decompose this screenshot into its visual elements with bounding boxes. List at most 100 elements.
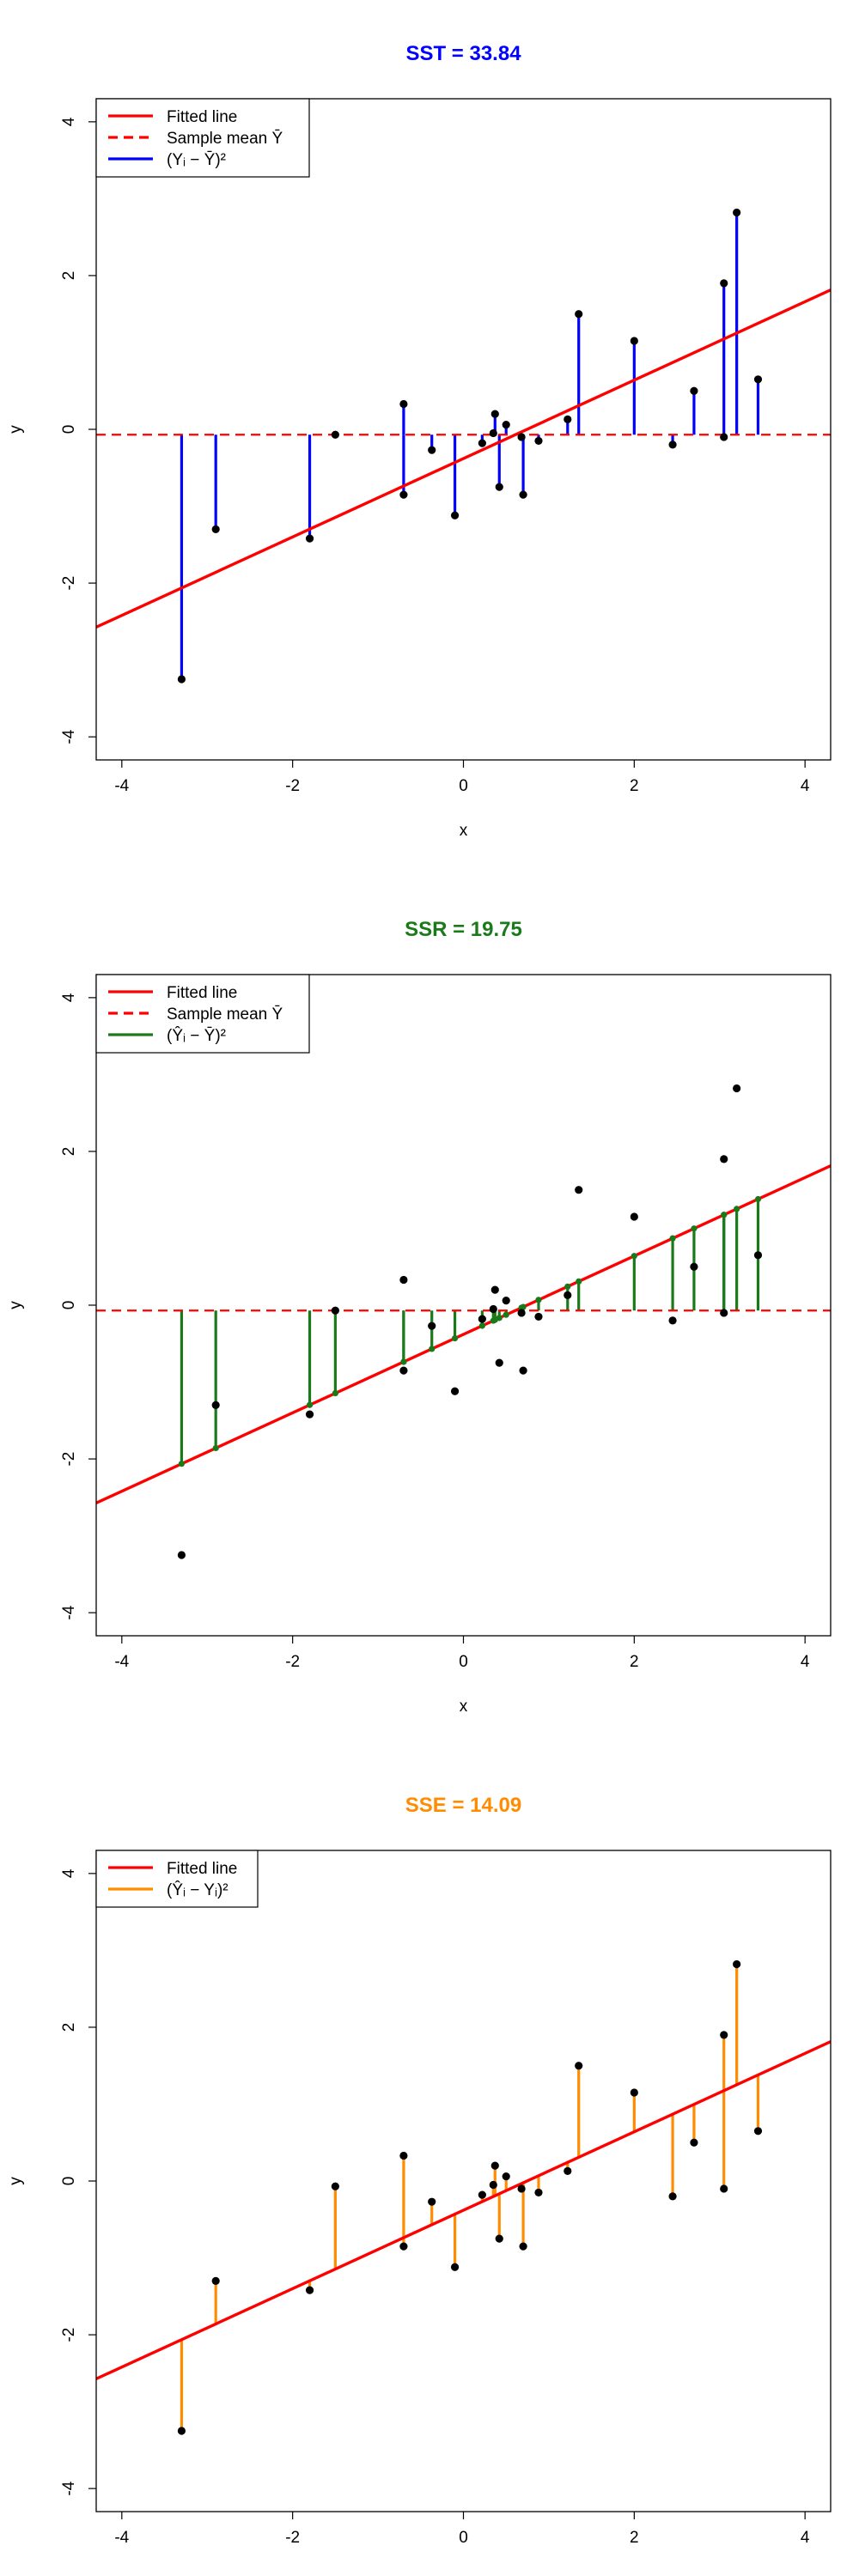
plot-frame	[95, 98, 832, 761]
x-tick-label: 2	[630, 777, 639, 795]
data-point	[489, 428, 497, 438]
data-point	[720, 1155, 728, 1163]
fitted-line	[96, 2040, 831, 2380]
data-point	[753, 375, 763, 384]
data-point	[564, 1291, 572, 1299]
fitted-point	[400, 1358, 407, 1365]
y-tick-label: 2	[60, 2023, 78, 2032]
data-point	[630, 337, 638, 345]
data-point	[399, 1275, 408, 1285]
x-tick-label: -2	[285, 777, 300, 795]
y-tick-label: 4	[60, 993, 78, 1002]
fitted-point	[429, 1346, 436, 1352]
data-point	[519, 1366, 527, 1375]
data-point	[478, 2190, 486, 2199]
plot-area	[96, 208, 831, 683]
y-tick-label: 0	[60, 425, 78, 434]
x-tick-label: -2	[285, 1653, 300, 1671]
fitted-point	[576, 1278, 582, 1285]
data-point	[517, 1309, 526, 1317]
fitted-line	[96, 289, 831, 629]
data-point	[517, 433, 526, 441]
x-tick-label: 0	[459, 777, 468, 795]
x-tick-label: -4	[114, 777, 129, 795]
data-point	[450, 1387, 460, 1395]
data-point	[177, 675, 186, 683]
data-point	[399, 2151, 408, 2160]
data-point	[399, 1366, 408, 1375]
fitted-point	[451, 1334, 459, 1342]
data-point	[690, 386, 698, 395]
data-point	[331, 430, 339, 439]
y-tick-label: -4	[60, 1605, 78, 1619]
y-tick-label: -2	[60, 576, 78, 591]
data-point	[331, 2182, 339, 2190]
fitted-point	[734, 1206, 740, 1212]
data-point	[495, 483, 503, 491]
fitted-point	[564, 1283, 571, 1290]
data-point	[668, 1316, 677, 1325]
legend-label: Sample mean Ȳ	[167, 130, 283, 148]
fitted-point	[496, 1315, 503, 1321]
data-point	[331, 1306, 339, 1315]
y-tick-label: 0	[60, 2177, 78, 2186]
y-tick-label: 0	[60, 1301, 78, 1310]
data-point	[478, 439, 486, 447]
data-point	[575, 1186, 583, 1194]
x-tick-label: -2	[285, 2529, 300, 2547]
legend-label: Fitted line	[167, 1860, 237, 1878]
data-point	[575, 310, 583, 319]
fitted-line	[96, 1164, 831, 1504]
fitted-point	[535, 1297, 542, 1303]
legend: Fitted line Sample mean Ȳ (Yᵢ − Ȳ)²	[95, 98, 310, 178]
legend: Fitted line (Ŷᵢ − Yᵢ)²	[95, 1850, 259, 1908]
data-point	[733, 1959, 741, 1969]
data-point	[690, 2138, 698, 2147]
data-point	[211, 2276, 220, 2285]
legend-label: Sample mean Ȳ	[167, 1005, 283, 1024]
x-tick-label: 4	[801, 2529, 810, 2547]
y-tick-label: -4	[60, 2481, 78, 2495]
y-axis-label: y	[7, 2177, 25, 2185]
x-tick-label: 4	[801, 777, 810, 795]
data-point	[428, 2197, 436, 2206]
chart-title: SSR = 19.75	[405, 918, 522, 941]
data-point	[495, 1358, 503, 1367]
data-point	[489, 2180, 497, 2190]
data-point	[177, 1551, 186, 1559]
data-point	[519, 490, 527, 499]
data-point	[305, 1410, 314, 1419]
plot-frame	[95, 974, 832, 1637]
data-point	[517, 2184, 526, 2193]
y-tick-label: 4	[60, 117, 78, 126]
legend: Fitted line Sample mean Ȳ (Ŷᵢ − Ȳ)²	[95, 974, 310, 1054]
data-point	[305, 2286, 314, 2294]
x-axis-label: x	[460, 822, 468, 840]
data-point	[690, 1262, 698, 1271]
data-point	[177, 2427, 186, 2435]
data-point	[720, 279, 728, 288]
chart-title: SST = 33.84	[405, 42, 521, 65]
data-point	[305, 534, 314, 543]
fitted-point	[669, 1235, 676, 1242]
x-tick-label: 0	[459, 1653, 468, 1671]
data-point	[211, 1400, 220, 1409]
y-axis-label: y	[7, 1301, 25, 1309]
data-point	[534, 2188, 543, 2197]
data-point	[490, 410, 499, 418]
data-point	[534, 1312, 543, 1321]
data-point	[668, 440, 677, 449]
data-point	[490, 1285, 499, 1294]
data-point	[399, 490, 408, 499]
data-point	[534, 436, 543, 446]
legend-label: Fitted line	[167, 108, 237, 126]
y-tick-label: -2	[60, 2328, 78, 2342]
fitted-point	[178, 1461, 186, 1467]
sst-panel: SST = 33.84 -4 -2 0 2 4 -4 -2 0 2 4 x y Fitted line Sa…	[7, 42, 832, 840]
legend-label: Fitted line	[167, 984, 237, 1002]
data-point	[519, 2242, 527, 2251]
y-tick-label: -2	[60, 1452, 78, 1467]
fitted-point	[332, 1389, 338, 1397]
data-point	[478, 1315, 486, 1323]
